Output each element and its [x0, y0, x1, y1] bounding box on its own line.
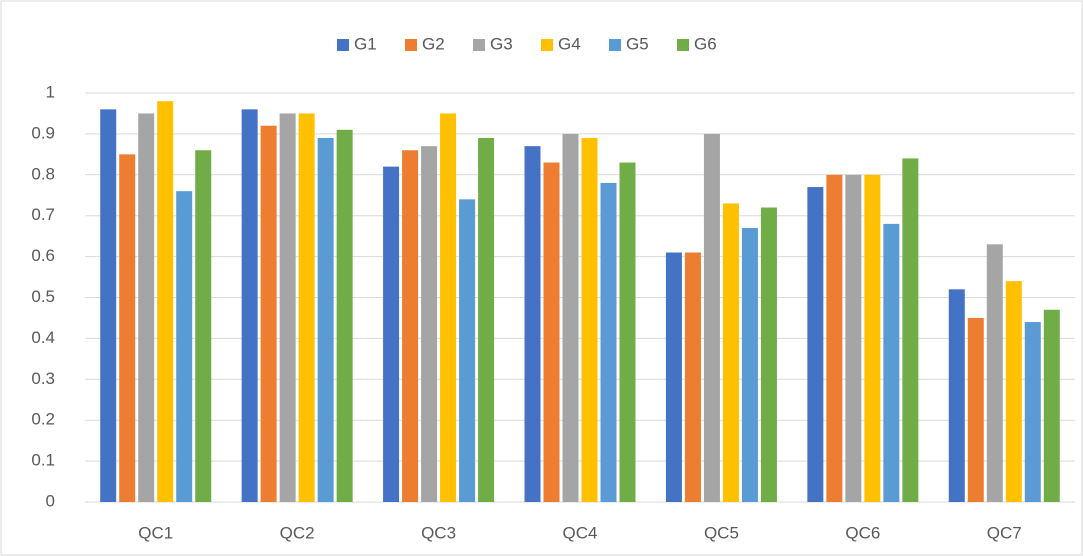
- bar: [157, 101, 174, 503]
- legend-swatch: [541, 39, 553, 51]
- bar: [1043, 309, 1060, 502]
- bar: [760, 207, 777, 502]
- legend-label: G1: [354, 34, 377, 53]
- bar: [383, 166, 400, 502]
- legend-swatch: [609, 39, 621, 51]
- bar: [665, 252, 682, 502]
- bar: [440, 113, 457, 502]
- bar: [741, 227, 758, 502]
- bar: [543, 162, 560, 502]
- y-tick-label: 0.7: [31, 205, 55, 224]
- bar: [967, 317, 984, 502]
- x-tick-label: QC5: [704, 523, 739, 542]
- legend-swatch: [337, 39, 349, 51]
- y-tick-label: 0.6: [31, 246, 55, 265]
- bar: [176, 191, 193, 502]
- y-tick-label: 1: [46, 82, 55, 101]
- y-tick-label: 0.3: [31, 369, 55, 388]
- bar: [459, 199, 476, 502]
- y-tick-label: 0.1: [31, 451, 55, 470]
- bar: [402, 150, 419, 502]
- bar: [279, 113, 296, 502]
- y-tick-label: 0.9: [31, 123, 55, 142]
- y-tick-label: 0.4: [31, 328, 55, 347]
- bar: [703, 133, 720, 502]
- bar: [684, 252, 701, 502]
- bar: [1005, 281, 1022, 502]
- bar: [119, 154, 136, 502]
- bar: [948, 289, 965, 502]
- bar: [902, 158, 919, 502]
- bar: [298, 113, 315, 502]
- bar: [100, 109, 117, 503]
- bar: [524, 146, 541, 503]
- legend-swatch: [677, 39, 689, 51]
- x-tick-label: QC2: [280, 523, 315, 542]
- bar: [195, 150, 212, 502]
- y-tick-label: 0: [46, 491, 55, 510]
- legend-label: G6: [694, 34, 717, 53]
- legend-label: G4: [558, 34, 581, 53]
- bar: [581, 137, 598, 503]
- x-tick-label: QC1: [138, 523, 173, 542]
- bar: [1024, 322, 1041, 502]
- x-tick-label: QC3: [421, 523, 456, 542]
- legend-label: G3: [490, 34, 513, 53]
- x-tick-label: QC7: [987, 523, 1022, 542]
- bar: [807, 187, 824, 502]
- legend-swatch: [405, 39, 417, 51]
- bar: [241, 109, 258, 503]
- bar: [826, 174, 843, 503]
- bar: [845, 174, 862, 503]
- bar: [478, 137, 495, 503]
- bar: [986, 244, 1003, 502]
- y-tick-label: 0.8: [31, 164, 55, 183]
- bar: [600, 182, 617, 503]
- bar: [562, 133, 579, 502]
- bar: [260, 125, 277, 502]
- y-tick-label: 0.2: [31, 410, 55, 429]
- bar: [336, 129, 353, 502]
- x-tick-label: QC4: [563, 523, 598, 542]
- x-tick-label: QC6: [845, 523, 880, 542]
- bar: [864, 174, 881, 503]
- legend-swatch: [473, 39, 485, 51]
- bar: [317, 137, 334, 503]
- legend-label: G5: [626, 34, 649, 53]
- bar: [722, 203, 739, 502]
- bar: [883, 223, 900, 502]
- legend-label: G2: [422, 34, 445, 53]
- bar: [421, 146, 438, 503]
- bar: [138, 113, 155, 502]
- y-tick-label: 0.5: [31, 287, 55, 306]
- bar: [619, 162, 636, 502]
